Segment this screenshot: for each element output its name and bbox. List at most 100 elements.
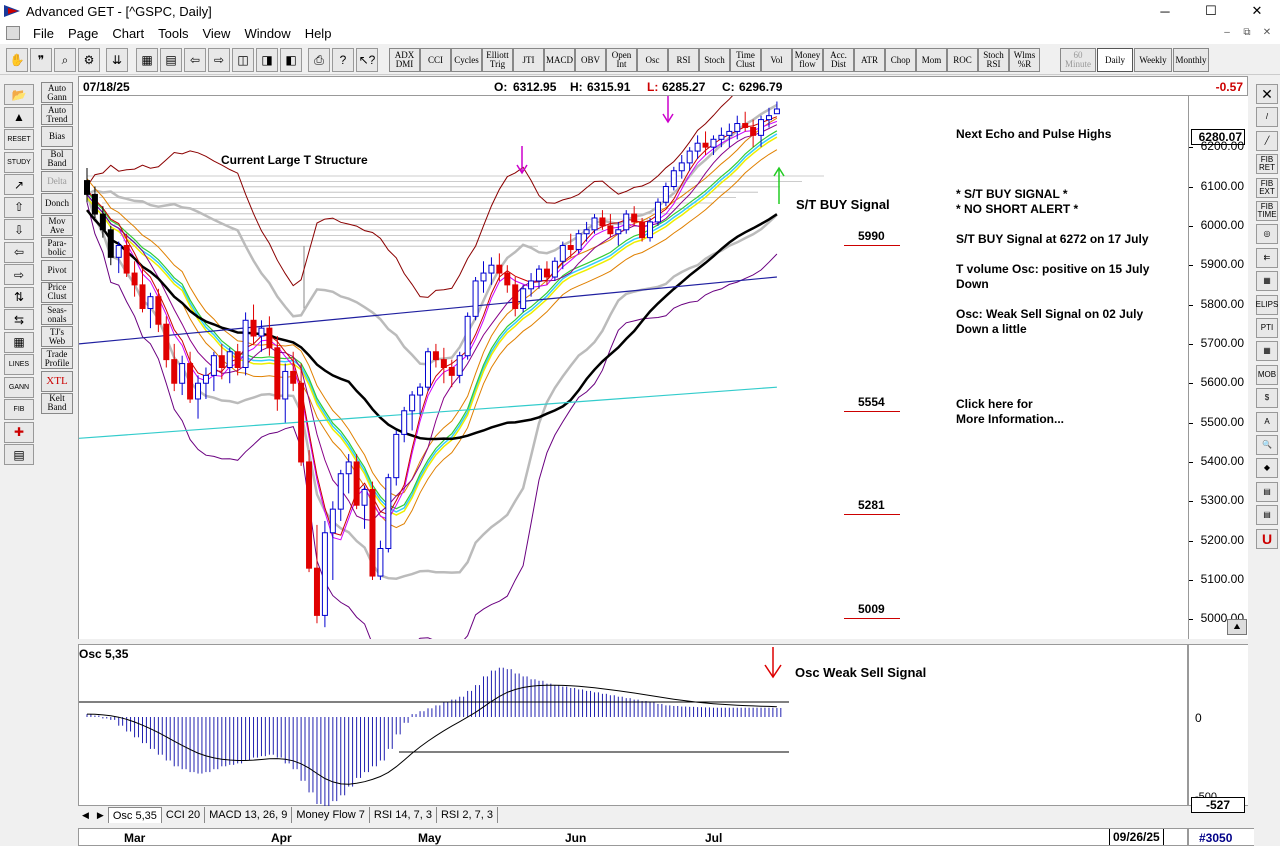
study-button-obv[interactable]: OBV [575,48,606,72]
fib-icon[interactable]: FIB [4,399,34,420]
fib-time-icon[interactable]: FIB TIME [1256,201,1278,221]
pencil-icon[interactable]: / [1256,107,1278,128]
more-info-link[interactable]: Click here for [956,397,1033,411]
menu-page[interactable]: Page [67,25,99,41]
study-button-wlms-r[interactable]: Wlms %R [1009,48,1040,72]
tab-rsi-14[interactable]: RSI 14, 7, 3 [370,807,437,823]
tab-osc[interactable]: Osc 5,35 [107,807,162,823]
study-button-mom[interactable]: Mom [916,48,947,72]
indicator-button-tj-s-web[interactable]: TJ's Web [41,326,73,348]
close-button[interactable]: ✕ [1251,3,1263,18]
study-button-chop[interactable]: Chop [885,48,916,72]
arrow-right-icon[interactable]: ⇨ [4,264,34,285]
tab-macd[interactable]: MACD 13, 26, 9 [205,807,293,823]
print-icon[interactable]: ⎙ [308,48,330,72]
indicator-button-pivot[interactable]: Pivot [41,259,73,281]
dollar-icon[interactable]: $ [1256,388,1278,409]
indicator-button-price-clust[interactable]: Price Clust [41,281,73,303]
study-icon[interactable]: STUDY [4,151,34,173]
target-icon[interactable]: ◎ [1256,224,1278,245]
menu-help[interactable]: Help [304,25,332,41]
tab-scroll-left-icon[interactable]: ◀ [82,809,89,820]
indicator-button-auto-trend[interactable]: Auto Trend [41,104,73,126]
compare-icon[interactable]: ◧ [280,48,302,72]
fib-ext-icon[interactable]: FIB EXT [1256,177,1278,198]
line-tool-icon[interactable]: ╱ [1256,130,1278,151]
more-info-link-2[interactable]: More Information... [956,412,1064,426]
timeframe-weekly[interactable]: Weekly [1134,48,1172,72]
grid-icon[interactable]: ▦ [1256,271,1278,292]
study-button-elliott-trig[interactable]: Elliott Trig [482,48,513,72]
study-button-jti[interactable]: JTI [513,48,544,72]
arrow-left-icon[interactable]: ⇦ [4,241,34,263]
indicator-button-trade-profile[interactable]: Trade Profile [41,348,73,370]
study-button-open-int[interactable]: Open Int [606,48,637,72]
tab-money-flow[interactable]: Money Flow 7 [292,807,370,823]
cross-icon[interactable]: ✚ [4,421,34,443]
maximize-button[interactable]: ☐ [1205,3,1217,18]
reset-icon[interactable]: RESET [4,129,34,150]
settings-icon[interactable]: ⚙ [78,48,100,72]
mob-icon[interactable]: MOB [1256,364,1278,385]
indicator-button-para-bolic[interactable]: Para-bolic [41,237,73,259]
table2-icon[interactable]: ▤ [1256,481,1278,502]
mdi-minimize-button[interactable]: – [1224,26,1230,38]
diamond-icon[interactable]: ◆ [1256,458,1278,479]
indicator-button-mov-ave[interactable]: Mov Ave [41,215,73,237]
menu-view[interactable]: View [202,25,231,41]
timeframe-monthly[interactable]: Monthly [1173,48,1209,72]
mdi-restore-button[interactable]: ⧉ [1243,26,1251,38]
menu-tools[interactable]: Tools [158,25,189,41]
indicator-button-seas-onals[interactable]: Seas-onals [41,304,73,325]
arrow-up-icon[interactable]: ⇧ [4,196,34,218]
close-tool-icon[interactable]: ✕ [1256,84,1278,104]
magnify-icon[interactable]: 🔍 [1256,435,1278,455]
minimize-button[interactable]: ─ [1160,3,1170,19]
axis-zoom-icon[interactable]: ⛰ [1227,619,1247,635]
shift-left-icon[interactable]: ⇦ [184,48,206,72]
report-icon[interactable]: ▤ [4,444,34,465]
back-icon[interactable]: ⇇ [1256,247,1278,268]
tab-rsi-2[interactable]: RSI 2, 7, 3 [437,807,498,823]
hand-icon[interactable]: ✋ [6,48,28,72]
study-button-rsi[interactable]: RSI [668,48,699,72]
study-button-time-clust[interactable]: Time Clust [730,48,761,72]
channel-icon[interactable]: ⇅ [4,286,34,308]
menu-window[interactable]: Window [244,25,291,41]
template-icon[interactable]: ◨ [256,48,278,72]
layout-icon[interactable]: ◫ [232,48,254,72]
fib-ret-icon[interactable]: FIB RET [1256,154,1278,175]
study-button-cci[interactable]: CCI [420,48,451,72]
study-button-atr[interactable]: ATR [854,48,885,72]
timeframe-daily[interactable]: Daily [1097,48,1133,72]
elliott-icon[interactable]: ↗ [4,174,34,195]
help-icon[interactable]: ? [332,48,354,72]
menu-chart[interactable]: Chart [112,25,145,41]
study-button-roc[interactable]: ROC [947,48,978,72]
pti-icon[interactable]: PTI [1256,318,1278,338]
gann-icon[interactable]: GANN [4,376,34,398]
quote-icon[interactable]: ❞ [30,48,52,72]
tab-scroll-right-icon[interactable]: ▶ [96,809,104,820]
grid-icon[interactable]: ▦ [136,48,158,72]
table3-icon[interactable]: ▤ [1256,505,1278,526]
menu-file[interactable]: File [33,25,54,41]
document-icon[interactable] [6,26,20,40]
indicator-button-donch[interactable]: Donch [41,193,73,214]
magnet-icon[interactable]: U [1256,528,1278,549]
mdi-close-button[interactable]: ✕ [1262,26,1272,38]
arrow-down-icon[interactable]: ⇩ [4,219,34,240]
indicator-button-bol-band[interactable]: Bol Band [41,148,73,170]
study-button-adx-dmi[interactable]: ADX DMI [389,48,420,72]
ellipse-icon[interactable]: ELIPS [1256,294,1278,315]
study-button-macd[interactable]: MACD [544,48,575,72]
folder-icon[interactable]: 📂 [4,84,34,105]
study-button-money-flow[interactable]: Money flow [792,48,823,72]
timeframe-60-minute[interactable]: 60 Minute [1060,48,1096,72]
study-button-acc-dist[interactable]: Acc. Dist [823,48,854,72]
grid-icon[interactable]: ▦ [4,331,34,353]
text-icon[interactable]: A [1256,411,1278,432]
indicator-button-bias[interactable]: Bias [41,126,73,148]
lines-icon[interactable]: LINES [4,354,34,375]
save-icon[interactable]: ▤ [160,48,182,72]
